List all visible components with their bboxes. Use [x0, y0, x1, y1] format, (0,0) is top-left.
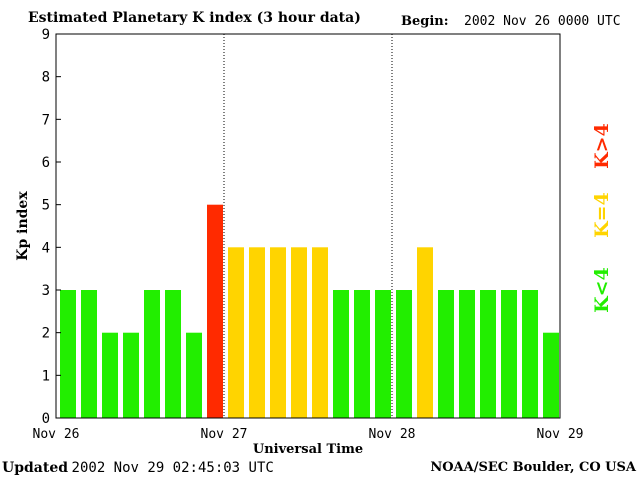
x-tick-label: Nov 28	[369, 427, 416, 442]
y-tick-label: 1	[42, 368, 50, 384]
y-tick-label: 4	[42, 240, 50, 256]
updated-line: Updated 2002 Nov 29 02:45:03 UTC	[2, 460, 274, 477]
credit-text: NOAA/SEC Boulder, CO USA	[430, 460, 636, 475]
kp-bar	[186, 332, 202, 418]
kp-bar	[501, 290, 517, 418]
kp-bar	[207, 204, 223, 418]
updated-label: Updated	[2, 460, 69, 476]
x-axis-label: Universal Time	[253, 442, 363, 457]
begin-label: Begin:	[401, 14, 449, 29]
plot-frame	[55, 33, 561, 419]
y-axis-label: Kp index	[15, 191, 31, 261]
y-tick-label: 9	[42, 27, 50, 43]
y-tick-label: 8	[42, 70, 50, 86]
y-tick-label: 6	[42, 155, 50, 171]
y-tick-label: 7	[42, 112, 50, 128]
kp-bar	[144, 290, 160, 418]
kp-bar	[522, 290, 538, 418]
kp-bar	[438, 290, 454, 418]
legend-low: K<4	[591, 267, 613, 313]
kp-bar	[81, 290, 97, 418]
x-tick-label: Nov 29	[537, 427, 584, 442]
y-tick-label: 0	[42, 411, 50, 427]
kp-bar	[312, 247, 328, 418]
updated-timestamp: 2002 Nov 29 02:45:03 UTC	[71, 460, 274, 476]
kp-bar	[396, 290, 412, 418]
kp-bar	[459, 290, 475, 418]
kp-bar	[228, 247, 244, 418]
kp-bar	[60, 290, 76, 418]
y-tick-label: 3	[42, 283, 50, 299]
kp-bar	[123, 332, 139, 418]
x-tick-label: Nov 26	[33, 427, 80, 442]
kp-bar	[165, 290, 181, 418]
kp-bar	[354, 290, 370, 418]
y-tick-label: 2	[42, 326, 50, 342]
begin-date: 2002 Nov 26 0000 UTC	[464, 14, 621, 29]
kp-bar	[375, 290, 391, 418]
kp-bar	[291, 247, 307, 418]
kp-bar	[333, 290, 349, 418]
kp-bar	[480, 290, 496, 418]
legend-equal: K=4	[591, 192, 613, 238]
kp-bar	[270, 247, 286, 418]
kp-bar	[249, 247, 265, 418]
x-tick-label: Nov 27	[201, 427, 248, 442]
legend-high: K>4	[591, 123, 613, 169]
y-tick-label: 5	[42, 198, 50, 214]
kp-bar	[543, 332, 559, 418]
kp-bar	[102, 332, 118, 418]
chart-title: Estimated Planetary K index (3 hour data…	[28, 10, 361, 26]
kp-bar	[417, 247, 433, 418]
